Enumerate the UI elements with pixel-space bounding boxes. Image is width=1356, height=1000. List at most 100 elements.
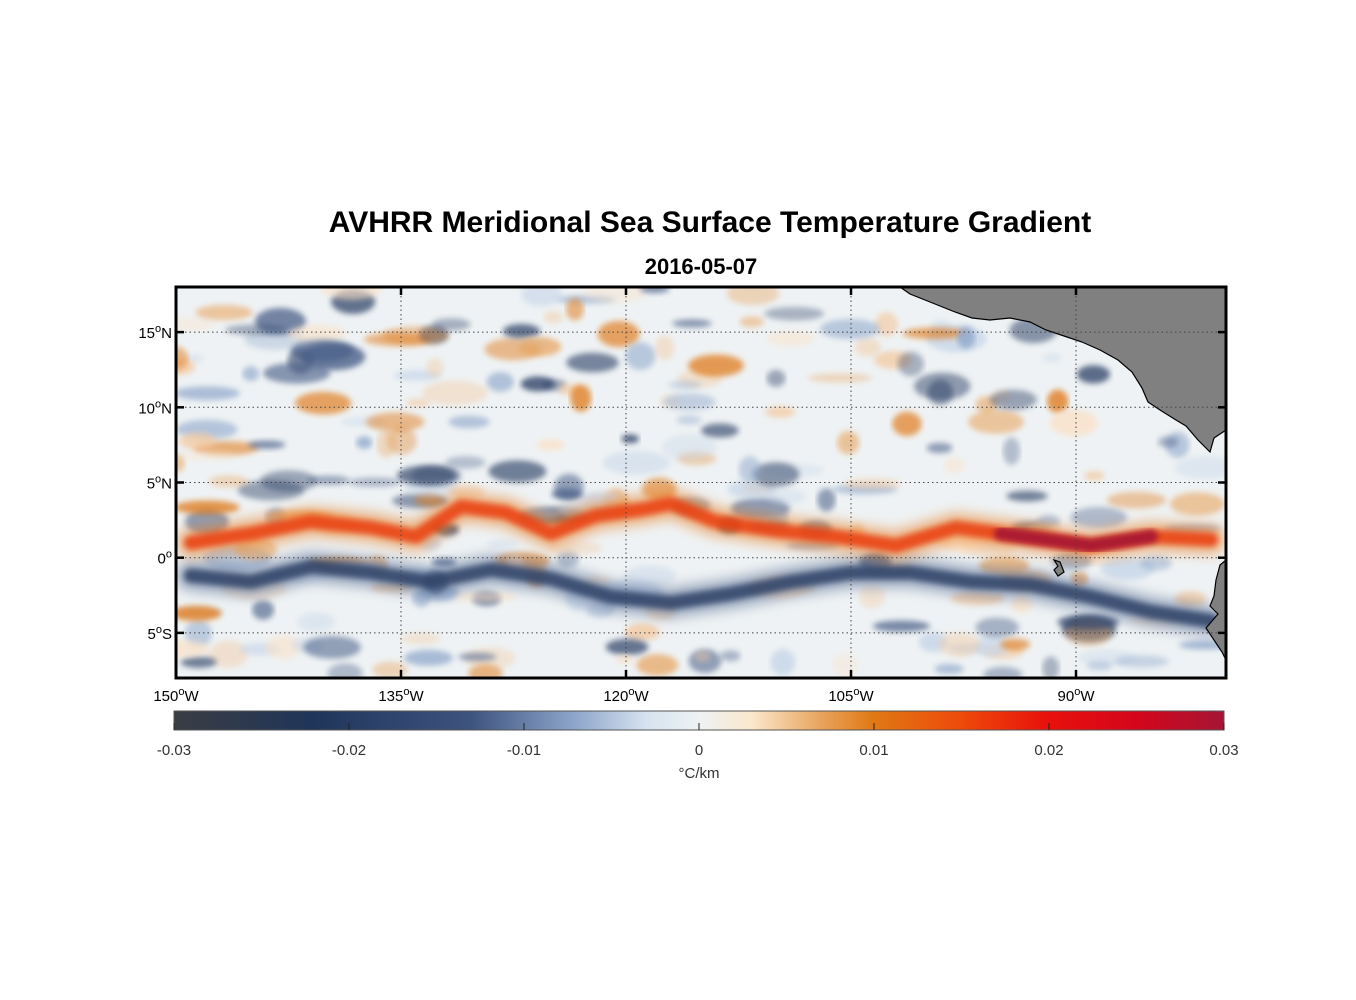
lon-tick-label: 120oW	[603, 686, 649, 705]
lat-hem: N	[161, 400, 172, 417]
texture-blob	[176, 500, 240, 515]
colorbar-tick-label: 0.03	[1209, 742, 1238, 759]
land-south-america	[1205, 559, 1226, 661]
cold-front-band	[176, 551, 1226, 636]
texture-blob	[662, 434, 717, 461]
texture-blob	[764, 406, 796, 418]
texture-blob	[185, 619, 212, 648]
texture-blob	[875, 312, 898, 337]
colorbar-tick-label: 0.01	[859, 742, 888, 759]
colorbar-tick-label: -0.02	[332, 742, 366, 759]
texture-blob	[770, 648, 796, 676]
texture-blob	[766, 331, 815, 346]
degree-mark: o	[155, 474, 161, 486]
cold-band-core	[184, 559, 1218, 628]
texture-blob	[536, 439, 565, 451]
texture-blob	[176, 386, 240, 401]
lon-hem: W	[409, 688, 424, 705]
texture-blob	[557, 550, 579, 568]
degree-mark: o	[155, 323, 161, 335]
texture-blob	[837, 431, 860, 455]
lat-hem: N	[161, 325, 172, 342]
texture-blob	[366, 412, 425, 432]
texture-blob	[1047, 389, 1069, 414]
texture-blob	[1076, 365, 1111, 384]
texture-blob	[448, 415, 490, 429]
texture-blob	[583, 287, 648, 304]
texture-blob	[565, 298, 584, 321]
texture-blob	[468, 664, 503, 678]
texture-blob	[636, 654, 679, 677]
colorbar-tick-label: -0.01	[507, 742, 541, 759]
colorbar-tick-label: 0.02	[1034, 742, 1063, 759]
texture-blob	[820, 319, 880, 339]
lat-hem: N	[161, 476, 172, 493]
colorbar-ticks: -0.03 -0.02 -0.01 0 0.01 0.02 0.03	[157, 723, 1239, 759]
lon-hem: W	[859, 688, 874, 705]
texture-blob	[237, 480, 305, 501]
degree-mark: o	[166, 549, 172, 561]
lat-deg: 5	[148, 626, 156, 643]
texture-blob	[968, 410, 1024, 434]
lon-tick-label: 135oW	[378, 686, 424, 705]
texture-blob	[180, 656, 217, 668]
texture-blob	[655, 335, 675, 360]
texture-blob	[176, 639, 210, 659]
texture-blob	[843, 478, 902, 490]
texture-blob	[486, 372, 514, 392]
colorbar-tick-label: -0.03	[157, 742, 191, 759]
texture-blob	[817, 488, 836, 512]
degree-mark: o	[628, 686, 634, 698]
texture-blob	[295, 391, 352, 415]
texture-blob	[832, 653, 858, 677]
texture-blob	[208, 475, 249, 488]
texture-blob	[668, 380, 702, 390]
texture-blob	[421, 380, 488, 406]
texture-blob	[404, 649, 453, 666]
lat-deg: 5	[147, 476, 155, 493]
lon-hem: W	[634, 688, 649, 705]
texture-blob	[752, 462, 800, 487]
texture-blob	[676, 415, 702, 425]
texture-blob	[615, 654, 634, 664]
lat-tick-label: 15oN	[138, 323, 172, 342]
land-central-america	[898, 287, 1226, 454]
texture-blob	[872, 620, 931, 632]
lat-deg: 15	[138, 325, 155, 342]
lon-deg: 105	[828, 688, 853, 705]
texture-blob	[405, 398, 431, 407]
warm-front-band	[176, 488, 1226, 561]
chart-subtitle: 2016-05-07	[644, 254, 758, 279]
texture-blob	[892, 411, 922, 436]
texture-blob	[859, 584, 885, 609]
texture-blob	[263, 362, 331, 384]
texture-blob	[426, 358, 444, 378]
texture-blob	[897, 351, 924, 377]
texture-blob	[1057, 614, 1119, 630]
texture-blob	[518, 337, 562, 357]
lon-hem: W	[184, 688, 199, 705]
texture-blob	[975, 617, 1019, 638]
texture-blob	[453, 591, 517, 603]
land-masses	[898, 287, 1226, 661]
longitude-axis: 150oW 135oW 120oW 105oW 90oW	[153, 287, 1095, 705]
texture-blob	[178, 432, 217, 450]
degree-mark: o	[853, 686, 859, 698]
degree-mark: o	[155, 398, 161, 410]
texture-blob	[956, 326, 976, 349]
texture-blob	[1140, 555, 1172, 571]
texture-blob	[597, 320, 640, 348]
texture-blob	[1086, 661, 1113, 671]
texture-blob	[303, 636, 361, 659]
lat-deg: 0	[158, 551, 166, 568]
texture-blob	[195, 304, 253, 321]
texture-blob	[290, 339, 354, 362]
texture-blob	[458, 652, 497, 662]
texture-blob	[943, 457, 966, 474]
texture-blob	[983, 666, 1023, 678]
degree-mark: o	[403, 686, 409, 698]
texture-blob	[381, 326, 449, 346]
texture-blob	[672, 319, 712, 328]
